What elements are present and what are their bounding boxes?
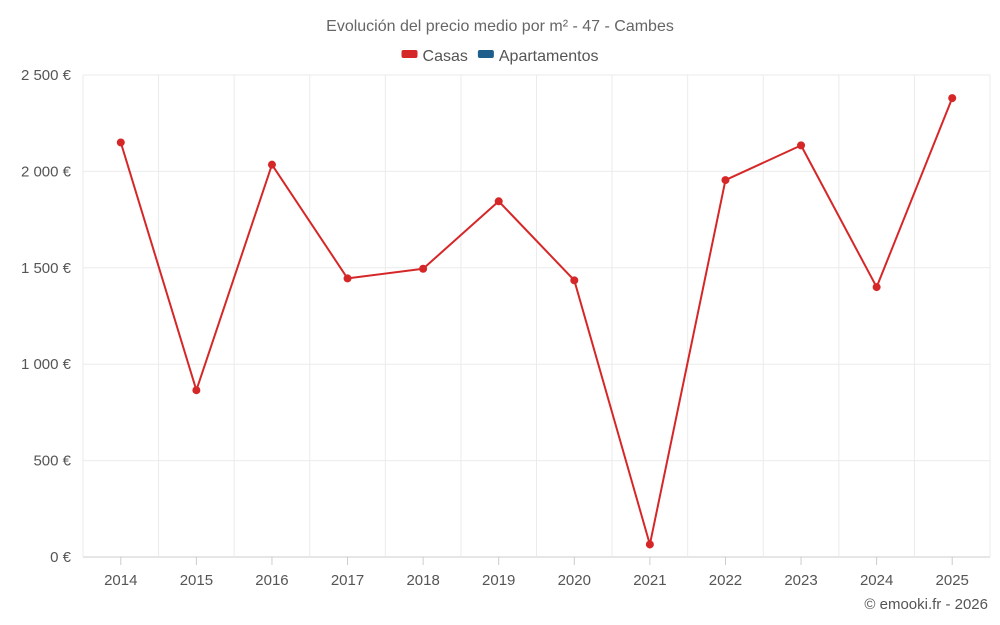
data-point[interactable] xyxy=(494,197,503,206)
data-point[interactable] xyxy=(797,141,806,150)
x-tick-label: 2019 xyxy=(482,572,515,589)
data-point[interactable] xyxy=(948,94,957,103)
y-tick-label: 2 500 € xyxy=(21,67,72,84)
data-point[interactable] xyxy=(570,276,579,285)
series-line-casas xyxy=(119,97,954,546)
credit-text: © emooki.fr - 2026 xyxy=(864,596,988,613)
y-tick-label: 500 € xyxy=(33,453,71,470)
x-tick-label: 2021 xyxy=(633,572,666,589)
x-tick-label: 2016 xyxy=(255,572,288,589)
legend-swatch xyxy=(401,50,418,58)
legend-label: Apartamentos xyxy=(499,48,599,65)
y-axis: 0 € 500 € 1 000 € 1 500 € 2 000 € 2 500 € xyxy=(21,67,72,566)
data-point[interactable] xyxy=(192,386,201,395)
x-tick-label: 2014 xyxy=(104,572,137,589)
x-tick-label: 2015 xyxy=(180,572,213,589)
legend: Casas Apartamentos xyxy=(401,48,599,65)
x-tick-label: 2024 xyxy=(860,572,893,589)
x-tick-label: 2017 xyxy=(331,572,364,589)
x-tick-label: 2022 xyxy=(709,572,742,589)
data-point[interactable] xyxy=(872,283,881,292)
data-point[interactable] xyxy=(721,176,730,185)
y-tick-label: 1 000 € xyxy=(21,356,72,373)
x-tick-label: 2020 xyxy=(558,572,591,589)
legend-item-casas[interactable]: Casas xyxy=(401,48,468,65)
x-tick-label: 2018 xyxy=(406,572,439,589)
series-layer xyxy=(116,94,957,549)
x-tick-label: 2025 xyxy=(936,572,969,589)
legend-label: Casas xyxy=(423,48,468,65)
gridlines xyxy=(82,74,991,558)
data-point[interactable] xyxy=(343,274,352,283)
data-point[interactable] xyxy=(267,160,276,169)
legend-item-apartamentos[interactable]: Apartamentos xyxy=(477,48,599,65)
data-point[interactable] xyxy=(419,264,428,273)
chart-title: Evolución del precio medio por m² - 47 -… xyxy=(326,18,674,35)
x-tick-label: 2023 xyxy=(784,572,817,589)
y-tick-label: 0 € xyxy=(50,549,72,566)
y-tick-label: 1 500 € xyxy=(21,260,72,277)
data-point[interactable] xyxy=(116,138,125,147)
legend-swatch xyxy=(477,50,494,58)
x-axis: 2014 2015 2016 2017 2018 2019 2020 2021 2022 2023… xyxy=(104,557,969,589)
y-tick-label: 2 000 € xyxy=(21,163,72,180)
data-point[interactable] xyxy=(645,540,654,549)
